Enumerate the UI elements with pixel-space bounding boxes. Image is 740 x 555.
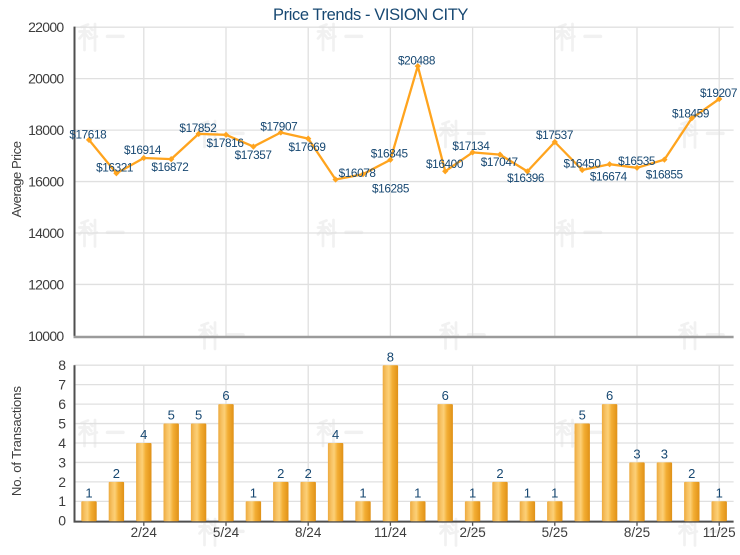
svg-text:$16872: $16872 [151,160,188,174]
svg-text:Price Trends - VISION CITY: Price Trends - VISION CITY [273,6,468,24]
svg-text:2: 2 [58,474,66,490]
svg-text:1: 1 [359,485,366,500]
svg-text:11/25: 11/25 [703,525,736,540]
svg-text:$16914: $16914 [124,143,162,157]
svg-text:$16396: $16396 [507,171,545,185]
svg-text:7: 7 [58,377,66,393]
svg-text:$16321: $16321 [96,161,133,175]
svg-text:$17618: $17618 [69,128,107,142]
svg-text:1: 1 [524,485,531,500]
svg-text:1: 1 [85,485,92,500]
svg-text:1: 1 [250,485,257,500]
svg-text:$17816: $17816 [207,136,245,150]
svg-text:3: 3 [633,447,640,462]
svg-text:8: 8 [58,357,66,373]
svg-text:3: 3 [58,454,66,470]
svg-text:1: 1 [469,485,476,500]
svg-text:$16845: $16845 [371,147,409,161]
svg-text:$16078: $16078 [339,166,377,180]
svg-text:$17047: $17047 [481,155,518,169]
svg-text:8: 8 [387,349,394,364]
svg-text:$20488: $20488 [398,54,436,68]
svg-text:1: 1 [551,485,558,500]
svg-text:Average Price: Average Price [9,141,24,217]
svg-text:$16285: $16285 [372,181,410,195]
svg-text:1: 1 [414,485,421,500]
svg-text:6: 6 [442,388,449,403]
svg-text:$16400: $16400 [426,157,464,171]
svg-text:5: 5 [579,408,586,423]
svg-text:0: 0 [58,513,66,529]
svg-text:5/24: 5/24 [213,525,240,540]
svg-text:4: 4 [332,427,339,442]
svg-text:16000: 16000 [28,174,64,190]
svg-text:6: 6 [58,396,66,412]
svg-text:5: 5 [195,408,202,423]
svg-text:$16674: $16674 [590,169,628,183]
svg-text:$16450: $16450 [564,157,602,171]
svg-text:$19207: $19207 [700,86,737,100]
svg-text:20000: 20000 [28,71,64,87]
svg-text:2: 2 [277,466,284,481]
svg-text:1: 1 [58,493,66,509]
svg-text:8/24: 8/24 [295,525,322,540]
svg-text:$17134: $17134 [452,139,490,153]
svg-text:2: 2 [496,466,503,481]
svg-text:8/25: 8/25 [624,525,650,540]
svg-text:$17537: $17537 [536,128,573,142]
svg-text:5: 5 [58,415,66,431]
svg-text:6: 6 [222,388,229,403]
svg-text:18000: 18000 [28,122,64,138]
svg-text:$17357: $17357 [235,148,272,162]
svg-text:2/25: 2/25 [459,525,485,540]
svg-text:$16855: $16855 [646,167,684,181]
svg-text:14000: 14000 [28,225,64,241]
svg-text:3: 3 [661,447,668,462]
svg-text:22000: 22000 [28,19,64,35]
svg-text:4: 4 [140,427,147,442]
svg-text:4: 4 [58,435,66,451]
svg-text:5: 5 [168,408,175,423]
svg-text:No. of Transactions: No. of Transactions [9,386,24,496]
svg-text:2: 2 [113,466,120,481]
svg-text:$17852: $17852 [179,121,216,135]
svg-text:$17907: $17907 [260,120,297,134]
svg-text:$18459: $18459 [672,107,709,121]
svg-text:11/24: 11/24 [374,525,407,540]
svg-text:1: 1 [716,485,723,500]
svg-text:12000: 12000 [28,276,64,292]
svg-text:2/24: 2/24 [131,525,158,540]
svg-text:2: 2 [305,466,312,481]
svg-text:2: 2 [688,466,695,481]
svg-text:$16535: $16535 [618,154,656,168]
svg-text:10000: 10000 [28,328,64,344]
svg-text:6: 6 [606,388,613,403]
svg-text:5/25: 5/25 [542,525,568,540]
svg-text:$17669: $17669 [289,140,326,154]
